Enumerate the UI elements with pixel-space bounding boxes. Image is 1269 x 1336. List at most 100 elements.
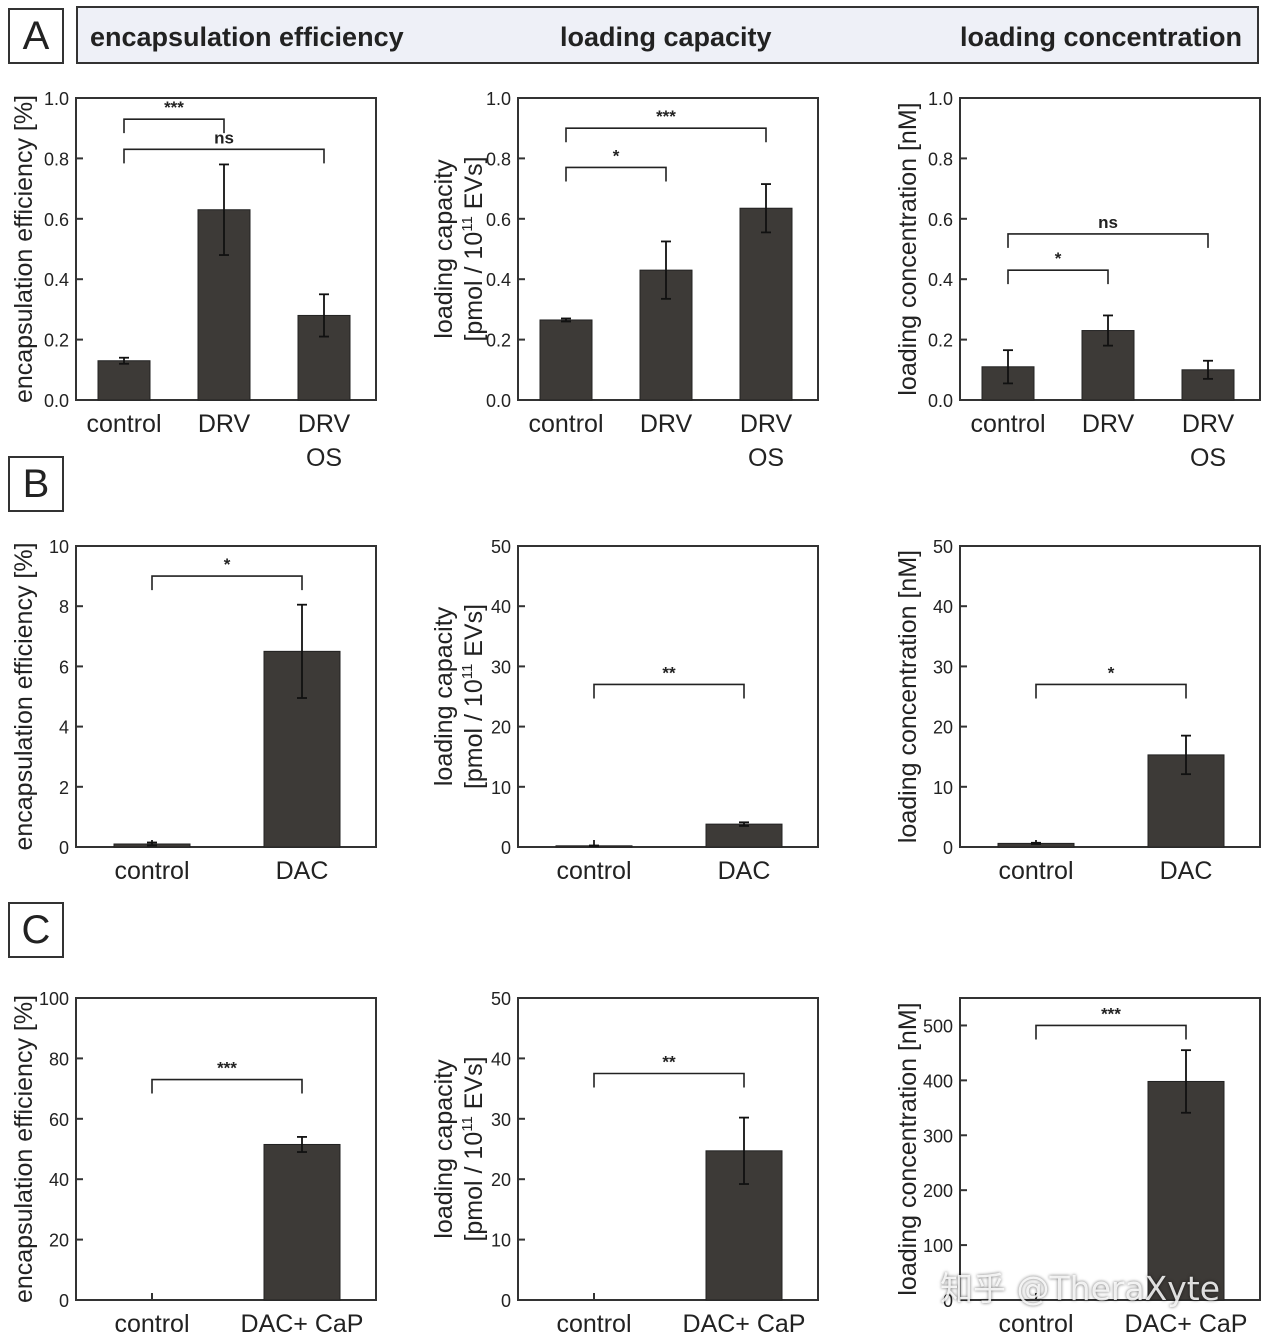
significance-label: *** bbox=[656, 107, 676, 126]
y-tick-label: 400 bbox=[923, 1071, 953, 1091]
watermark: 知乎 @TheraXyte bbox=[940, 1269, 1221, 1308]
y-tick-label: 100 bbox=[923, 1236, 953, 1256]
bar bbox=[739, 207, 793, 401]
x-tick-label: OS bbox=[748, 444, 784, 472]
unit-prefix: [pmol / 10 bbox=[460, 232, 488, 342]
chart-b-2: 0 10 20 30 40 50 loading capacity [pmol / 1011 … bbox=[430, 537, 819, 885]
y-tick-label: 100 bbox=[39, 989, 69, 1009]
x-tick-label: DAC bbox=[276, 857, 329, 885]
panel-letter: A bbox=[22, 13, 50, 58]
significance-bracket bbox=[593, 1072, 745, 1088]
y-tick-label: 20 bbox=[49, 1231, 69, 1251]
y-tick-label: 50 bbox=[491, 537, 511, 557]
y-axis-label-unit: [pmol / 1011 EVs] bbox=[459, 156, 488, 341]
y-tick-label: 1.0 bbox=[928, 89, 953, 109]
significance-bracket bbox=[1007, 233, 1209, 248]
x-tick-label: DAC+ CaP bbox=[1125, 1310, 1248, 1336]
y-axis-label: loading capacity bbox=[430, 1059, 458, 1239]
panel-letter: B bbox=[22, 461, 50, 506]
significance-label: ** bbox=[662, 663, 676, 682]
chart-a-3: 0.0 0.2 0.4 0.6 0.8 1.0 loading concentration … bbox=[894, 89, 1261, 472]
x-tick-label: DRV bbox=[1082, 410, 1135, 438]
x-tick-label: control bbox=[114, 1310, 189, 1336]
y-tick-label: 500 bbox=[923, 1016, 953, 1036]
y-tick-label: 0.2 bbox=[44, 331, 69, 351]
unit-exponent: 11 bbox=[459, 664, 476, 680]
x-tick-label: DRV bbox=[1182, 410, 1235, 438]
significance-bracket bbox=[1035, 683, 1187, 699]
y-tick-label: 30 bbox=[491, 1110, 511, 1130]
y-tick-label: 0.4 bbox=[486, 270, 511, 290]
y-tick-label: 0.6 bbox=[928, 210, 953, 230]
y-tick-label: 0.4 bbox=[44, 270, 69, 290]
significance-bracket bbox=[565, 127, 767, 143]
significance-bracket bbox=[123, 148, 325, 164]
plot-frame bbox=[517, 997, 819, 1301]
x-tick-label: DAC+ CaP bbox=[683, 1310, 806, 1336]
header-loading-concentration: loading concentration bbox=[960, 22, 1243, 52]
y-axis-label: loading concentration [nM] bbox=[894, 102, 922, 395]
significance-bracket bbox=[151, 575, 303, 591]
significance-label: ** bbox=[662, 1053, 676, 1072]
plot-frame bbox=[959, 997, 1261, 1301]
significance-bracket bbox=[1007, 269, 1109, 285]
x-tick-label: control bbox=[556, 1310, 631, 1336]
chart-a-2: 0.0 0.2 0.4 0.6 0.8 1.0 loading capacity [pmol … bbox=[430, 89, 819, 472]
y-tick-label: 50 bbox=[933, 537, 953, 557]
y-tick-label: 0.0 bbox=[486, 391, 511, 411]
y-tick-label: 6 bbox=[59, 657, 69, 677]
x-tick-label: DRV bbox=[198, 410, 251, 438]
x-tick-label: OS bbox=[1190, 444, 1226, 472]
y-tick-label: 0.8 bbox=[928, 149, 953, 169]
y-tick-label: 1.0 bbox=[486, 89, 511, 109]
y-tick-label: 1.0 bbox=[44, 89, 69, 109]
x-tick-label: DAC bbox=[1160, 857, 1213, 885]
y-axis-label: loading concentration [nM] bbox=[894, 550, 922, 843]
y-axis-label-unit: [pmol / 1011 EVs] bbox=[459, 1056, 488, 1241]
x-tick-label: control bbox=[86, 410, 161, 438]
x-tick-label: DRV bbox=[740, 410, 793, 438]
bar bbox=[705, 823, 783, 848]
unit-suffix: EVs] bbox=[460, 604, 488, 664]
y-tick-label: 30 bbox=[933, 657, 953, 677]
y-tick-label: 20 bbox=[491, 718, 511, 738]
unit-suffix: EVs] bbox=[460, 1056, 488, 1116]
plot-frame bbox=[517, 545, 819, 848]
significance-label: * bbox=[613, 146, 620, 165]
y-tick-label: 40 bbox=[933, 597, 953, 617]
significance-bracket bbox=[123, 118, 225, 134]
y-axis-label: encapsulation efficiency [%] bbox=[10, 95, 38, 403]
significance-label: ns bbox=[1098, 213, 1118, 232]
significance-label: *** bbox=[164, 98, 184, 117]
y-axis-label: loading capacity bbox=[430, 606, 458, 786]
x-tick-label: control bbox=[998, 1310, 1073, 1336]
x-tick-label: control bbox=[998, 857, 1073, 885]
header-encapsulation-efficiency: encapsulation efficiency bbox=[90, 22, 404, 52]
y-tick-label: 0.4 bbox=[928, 270, 953, 290]
y-tick-label: 30 bbox=[491, 657, 511, 677]
significance-label: * bbox=[1055, 249, 1062, 268]
y-tick-label: 0.8 bbox=[486, 149, 511, 169]
header-loading-capacity: loading capacity bbox=[560, 22, 772, 52]
significance-label: ns bbox=[214, 128, 234, 147]
y-axis-label-unit: [pmol / 1011 EVs] bbox=[459, 604, 488, 789]
unit-suffix: EVs] bbox=[460, 156, 488, 216]
significance-label: *** bbox=[217, 1059, 237, 1078]
chart-b-3: 0 10 20 30 40 50 loading concentration [nM] con… bbox=[894, 537, 1261, 885]
chart-a-1: 0.0 0.2 0.4 0.6 0.8 1.0 encapsulation efficien… bbox=[10, 89, 377, 472]
y-tick-label: 0.0 bbox=[928, 391, 953, 411]
bar bbox=[97, 360, 151, 401]
y-tick-label: 0.2 bbox=[486, 331, 511, 351]
y-axis-label: loading concentration [nM] bbox=[894, 1002, 922, 1295]
y-tick-label: 0 bbox=[501, 838, 511, 858]
y-tick-label: 40 bbox=[491, 597, 511, 617]
y-tick-label: 0 bbox=[59, 1291, 69, 1311]
significance-bracket bbox=[565, 166, 667, 182]
unit-prefix: [pmol / 10 bbox=[460, 679, 488, 789]
significance-label: * bbox=[1108, 663, 1115, 682]
unit-exponent: 11 bbox=[459, 1116, 476, 1132]
y-tick-label: 40 bbox=[491, 1049, 511, 1069]
unit-prefix: [pmol / 10 bbox=[460, 1132, 488, 1242]
plot-frame bbox=[959, 545, 1261, 848]
